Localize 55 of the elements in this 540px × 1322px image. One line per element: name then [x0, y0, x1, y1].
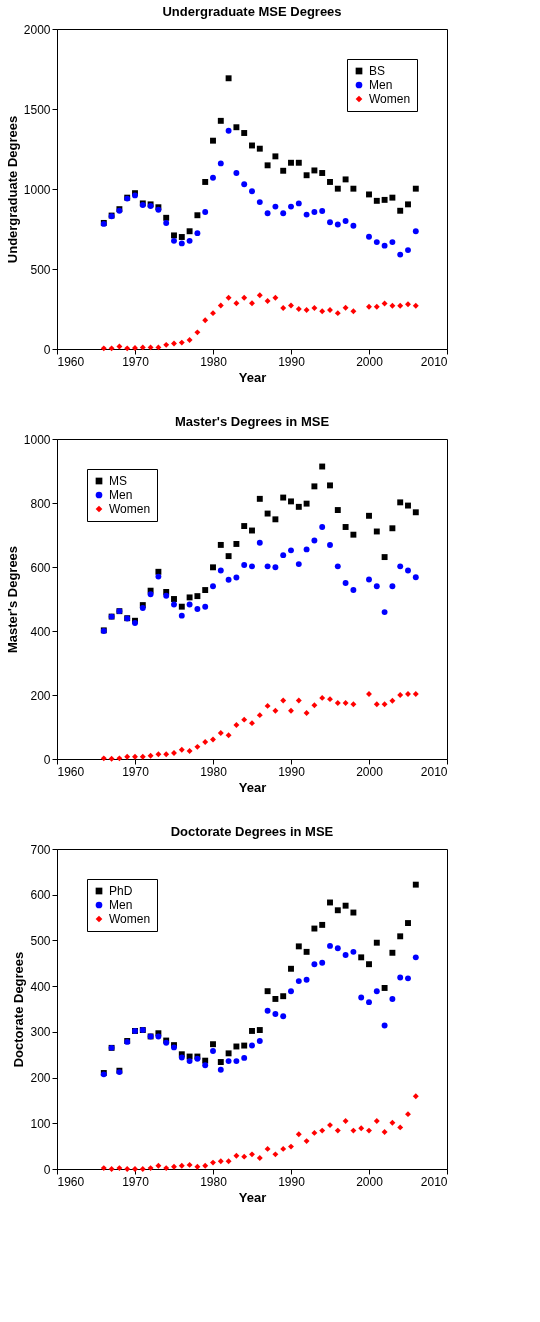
x-axis-title: Year	[238, 779, 267, 795]
x-tick-label: 1970	[122, 354, 150, 369]
x-tick-label: 2000	[356, 354, 384, 369]
legend-label: Women	[109, 502, 151, 516]
x-tick-label: 1970	[122, 764, 150, 779]
x-tick-label: 1980	[200, 764, 228, 779]
y-tick-label: 0	[43, 752, 51, 767]
x-tick-label: 1990	[278, 1174, 306, 1189]
y-tick-label: 700	[30, 842, 51, 857]
legend-label: Women	[109, 912, 151, 926]
y-tick-label: 500	[30, 933, 51, 948]
x-tick-label: 2010	[420, 764, 448, 779]
x-tick-label: 2000	[356, 764, 384, 779]
y-tick-label: 400	[30, 624, 51, 639]
x-tick-label: 1960	[57, 764, 85, 779]
x-tick-label: 1960	[57, 1174, 85, 1189]
y-tick-label: 300	[30, 1025, 51, 1040]
x-axis-title: Year	[238, 1189, 267, 1205]
x-tick-label: 1980	[200, 1174, 228, 1189]
y-tick-label: 800	[30, 496, 51, 511]
x-tick-label: 2000	[356, 1174, 384, 1189]
y-tick-label: 1000	[23, 182, 51, 197]
x-tick-label: 2010	[420, 354, 448, 369]
y-tick-label: 200	[30, 1071, 51, 1086]
legend-label: BS	[369, 64, 386, 78]
legend-label: Men	[369, 78, 393, 92]
y-tick-label: 1000	[23, 432, 51, 447]
y-tick-label: 0	[43, 342, 51, 357]
chart-title: Doctorate Degrees in MSE	[170, 824, 334, 839]
x-tick-label: 1970	[122, 1174, 150, 1189]
y-axis-title: Master's Degrees	[4, 545, 20, 654]
y-tick-label: 400	[30, 979, 51, 994]
y-tick-label: 1500	[23, 102, 51, 117]
chart-title: Master's Degrees in MSE	[174, 414, 330, 429]
legend-label: MS	[109, 474, 127, 488]
y-tick-label: 0	[43, 1162, 51, 1177]
x-axis-title: Year	[238, 369, 267, 385]
x-tick-label: 1990	[278, 764, 306, 779]
chart-title: Undergraduate MSE Degrees	[162, 4, 342, 19]
x-tick-label: 2010	[420, 1174, 448, 1189]
y-tick-label: 600	[30, 560, 51, 575]
y-axis-title: Doctorate Degrees	[11, 951, 27, 1068]
legend-label: PhD	[109, 884, 133, 898]
x-tick-label: 1960	[57, 354, 85, 369]
legend-label: Men	[109, 488, 133, 502]
legend-label: Men	[109, 898, 133, 912]
y-tick-label: 500	[30, 262, 51, 277]
y-axis-title: Undergraduate Degrees	[4, 115, 20, 264]
legend-label: Women	[369, 92, 411, 106]
y-tick-label: 200	[30, 688, 51, 703]
y-tick-label: 2000	[23, 22, 51, 37]
x-tick-label: 1990	[278, 354, 306, 369]
y-tick-label: 600	[30, 888, 51, 903]
y-tick-label: 100	[30, 1116, 51, 1131]
x-tick-label: 1980	[200, 354, 228, 369]
